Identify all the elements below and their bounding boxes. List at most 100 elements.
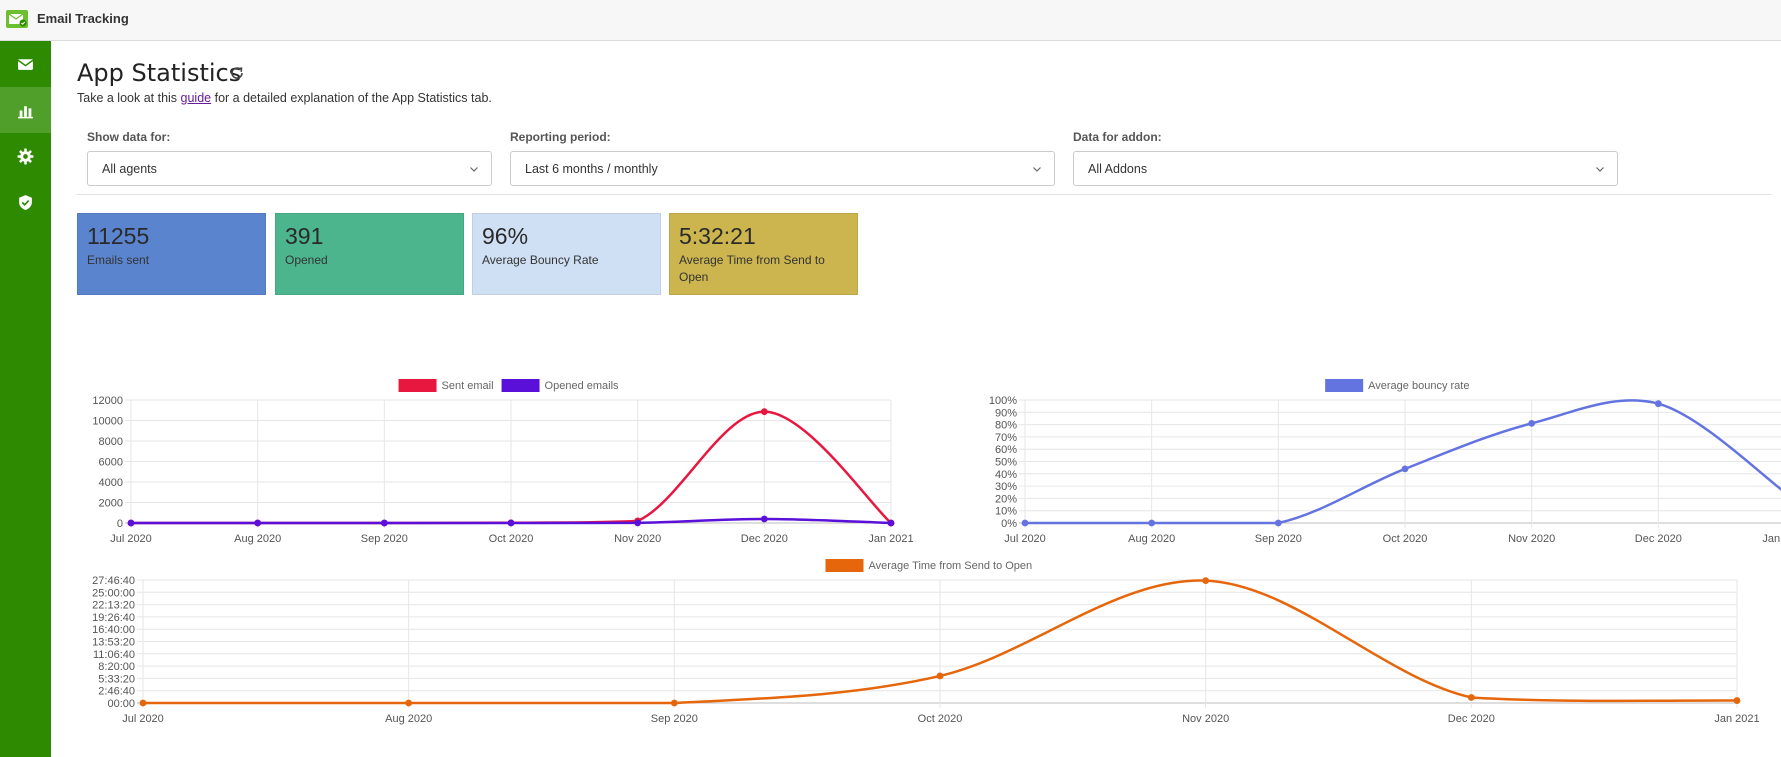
stat-label: Emails sent — [87, 253, 150, 267]
x-tick-label: Jul 2020 — [122, 713, 164, 725]
y-tick-label: 90% — [995, 407, 1017, 419]
data-point[interactable] — [936, 672, 944, 680]
data-point[interactable] — [1274, 519, 1282, 527]
gear-icon — [17, 148, 34, 164]
x-tick-label: Dec 2020 — [1635, 533, 1682, 545]
data-point[interactable] — [760, 408, 768, 416]
stat-value: 5:32:21 — [679, 223, 756, 249]
y-tick-label: 70% — [995, 432, 1017, 444]
avg-time-chart: Average Time from Send to Open 00:002:46:… — [92, 559, 1760, 725]
legend-item[interactable]: Opened emails — [501, 379, 619, 392]
page-title: App Statistics — [77, 59, 242, 87]
data-point[interactable] — [1654, 400, 1662, 408]
sidebar-item-security[interactable] — [0, 179, 51, 225]
stat-label: Average Bouncy Rate — [482, 253, 599, 267]
guide-link[interactable]: guide — [180, 91, 212, 105]
x-tick-label: Nov 2020 — [1508, 533, 1555, 545]
y-tick-label: 10000 — [92, 416, 123, 428]
intro-text: Take a look at this guide for a detailed… — [77, 91, 492, 105]
sidebar-item-mail[interactable] — [0, 41, 51, 87]
app-title: Email Tracking — [37, 11, 129, 26]
y-tick-label: 27:46:40 — [92, 575, 135, 587]
envelope-icon — [17, 58, 34, 70]
data-point[interactable] — [1021, 519, 1029, 527]
data-point[interactable] — [127, 519, 135, 527]
data-point[interactable] — [760, 515, 768, 523]
data-point[interactable] — [670, 699, 678, 707]
chevron-down-icon — [1596, 167, 1604, 172]
data-point[interactable] — [1148, 519, 1156, 527]
shield-check-icon — [19, 194, 32, 210]
data-point[interactable] — [380, 519, 388, 527]
x-tick-label: Oct 2020 — [1383, 533, 1428, 545]
data-point[interactable] — [887, 519, 895, 527]
y-tick-label: 4000 — [99, 477, 123, 489]
legend-label: Sent email — [442, 380, 494, 392]
x-tick-label: Jan 2021 — [1714, 713, 1759, 725]
data-point[interactable] — [1401, 465, 1409, 473]
y-tick-label: 16:40:00 — [92, 624, 135, 636]
data-point[interactable] — [139, 699, 147, 707]
y-tick-label: 80% — [995, 420, 1017, 432]
addon-select[interactable]: All Addons — [1073, 151, 1618, 186]
intro-text-after: for a detailed explanation of the App St… — [211, 91, 492, 105]
top-bar: Email Tracking — [0, 0, 1781, 41]
x-tick-label: Oct 2020 — [918, 713, 963, 725]
data-point[interactable] — [507, 519, 515, 527]
reporting-period-select[interactable]: Last 6 months / monthly — [510, 151, 1055, 186]
y-tick-label: 0% — [1001, 518, 1017, 530]
legend-swatch — [398, 379, 437, 392]
legend-label: Average Time from Send to Open — [869, 560, 1033, 572]
sidebar-item-statistics[interactable] — [0, 87, 51, 133]
show-data-value: All agents — [102, 162, 157, 176]
y-tick-label: 25:00:00 — [92, 587, 135, 599]
legend-label: Average bouncy rate — [1368, 380, 1469, 392]
legend-item[interactable]: Sent email — [398, 379, 494, 392]
data-point[interactable] — [1528, 419, 1536, 427]
x-tick-label: Aug 2020 — [234, 533, 281, 545]
y-tick-label: 5:33:20 — [98, 673, 135, 685]
show-data-select[interactable]: All agents — [87, 151, 492, 186]
y-tick-label: 100% — [989, 395, 1017, 407]
refresh-icon[interactable] — [229, 65, 245, 81]
y-tick-label: 0 — [117, 518, 123, 530]
y-tick-label: 20% — [995, 493, 1017, 505]
stat-label: Average Time from Send to Open — [679, 253, 825, 284]
data-point[interactable] — [405, 699, 413, 707]
legend-item[interactable]: Average Time from Send to Open — [825, 559, 1033, 572]
y-tick-label: 40% — [995, 469, 1017, 481]
show-data-label: Show data for: — [87, 130, 171, 144]
main-content: App Statistics Take a look at this guide… — [51, 41, 1781, 757]
x-tick-label: Jul 2020 — [110, 533, 152, 545]
stat-value: 391 — [285, 223, 324, 249]
x-tick-label: Dec 2020 — [741, 533, 788, 545]
legend-swatch — [825, 559, 864, 572]
legend-swatch — [501, 379, 540, 392]
legend-item[interactable]: Average bouncy rate — [1325, 379, 1469, 392]
sidebar-item-settings[interactable] — [0, 133, 51, 179]
app-logo-icon — [6, 10, 28, 28]
stat-label: Opened — [285, 253, 328, 267]
y-tick-label: 10% — [995, 506, 1017, 518]
y-tick-label: 2:46:40 — [98, 686, 135, 698]
reporting-period-value: Last 6 months / monthly — [525, 162, 658, 176]
data-point[interactable] — [1733, 697, 1741, 704]
y-tick-label: 8000 — [99, 436, 123, 448]
y-tick-label: 50% — [995, 457, 1017, 469]
addon-label: Data for addon: — [1073, 130, 1162, 144]
data-point[interactable] — [1202, 577, 1210, 585]
x-tick-label: Nov 2020 — [614, 533, 661, 545]
y-tick-label: 13:53:20 — [92, 637, 135, 649]
y-tick-label: 22:13:20 — [92, 600, 135, 612]
chevron-down-icon — [470, 167, 478, 172]
data-point[interactable] — [254, 519, 262, 527]
bouncy-rate-chart: Average bouncy rate 0%10%20%30%40%50%60%7… — [989, 379, 1781, 545]
chevron-down-icon — [1033, 167, 1041, 172]
reporting-period-label: Reporting period: — [510, 130, 611, 144]
data-point[interactable] — [634, 519, 642, 527]
x-tick-label: Jul 2020 — [1004, 533, 1046, 545]
data-point[interactable] — [1467, 694, 1475, 701]
x-tick-label: Dec 2020 — [1448, 713, 1495, 725]
y-tick-label: 8:20:00 — [98, 661, 135, 673]
x-tick-label: Sep 2020 — [361, 533, 408, 545]
